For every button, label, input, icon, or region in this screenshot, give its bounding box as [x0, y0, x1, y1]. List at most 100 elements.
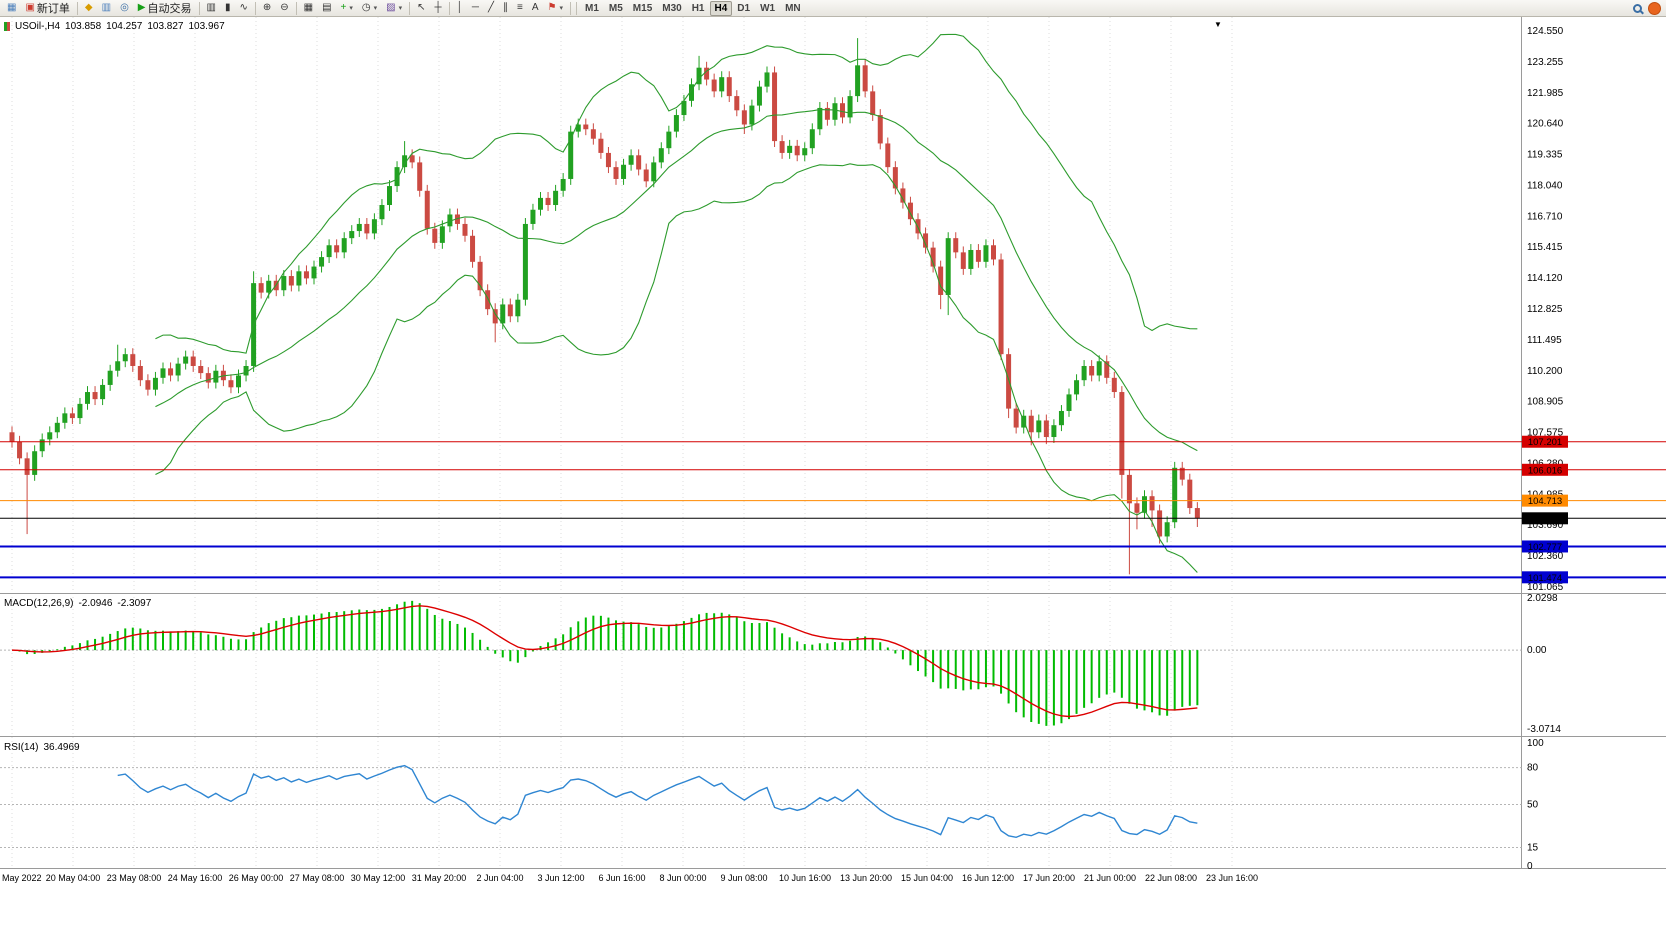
date-label: 30 May 12:00: [351, 873, 406, 883]
market-watch-icon: ◆: [84, 2, 93, 13]
chevron-down-icon: ▾: [559, 5, 563, 12]
timeframe-m30[interactable]: M30: [662, 2, 682, 14]
toolbar: ▦ ▣ 新订单 ◆ ▥ ◎ ▶ 自动交易 ▥ ▮ ∿ ⊕ ⊖ ▦ ▤ + ▾ ◷ ▾ ▨ ▾ ↖ ┼ │ ─ ╱ ∥ ≡ A ⚑ ▾ M1 M…: [0, 0, 1666, 17]
toolbar-separator: [295, 1, 297, 15]
toolbar-buttons: ▦ ▣ 新订单 ◆ ▥ ◎ ▶ 自动交易 ▥ ▮ ∿ ⊕ ⊖ ▦ ▤ + ▾ ◷ ▾ ▨ ▾ ↖ ┼ │ ─ ╱ ∥ ≡ A ⚑ ▾: [3, 1, 573, 16]
zoom-in-button[interactable]: ⊕: [259, 1, 275, 16]
date-label: 23 Jun 16:00: [1206, 873, 1258, 883]
price-badge-label: 104.713: [1528, 496, 1562, 507]
vertical-line-button[interactable]: │: [453, 1, 467, 16]
toolbar-separator: [254, 1, 256, 15]
timeframe-mn[interactable]: MN: [785, 2, 801, 14]
tile-windows-button[interactable]: ▦: [300, 1, 317, 16]
macd-label: MACD(12,26,9) -2.0946 -2.3097: [4, 598, 151, 609]
trendline-button[interactable]: ╱: [484, 1, 498, 16]
date-label: 6 Jun 16:00: [598, 873, 645, 883]
bar-chart-icon: ▥: [206, 2, 216, 13]
toolbar-separator: [448, 1, 450, 15]
bar-chart-button[interactable]: ▥: [203, 1, 220, 16]
date-label: 2 Jun 04:00: [476, 873, 523, 883]
price-badge: [1522, 494, 1568, 507]
open-value: 103.858: [65, 21, 102, 32]
search-icon[interactable]: [1633, 3, 1642, 13]
price-badge: [1522, 463, 1568, 476]
new-chart-button[interactable]: ▦: [3, 1, 20, 16]
line-chart-icon: ∿: [239, 2, 248, 13]
toolbar-separator: [569, 1, 571, 15]
price-axis-label: 111.495: [1527, 335, 1562, 346]
autotrade-button-label: 自动交易: [147, 3, 192, 15]
zoom-out-button[interactable]: ⊖: [276, 1, 292, 16]
price-axis-label: 115.415: [1527, 242, 1563, 253]
data-window-button[interactable]: ▥: [98, 1, 115, 16]
navigator-button[interactable]: ◎: [116, 1, 133, 16]
new-order-button[interactable]: ▣ 新订单: [21, 1, 73, 16]
timeframe-m1[interactable]: M1: [584, 2, 599, 14]
date-label: 20 May 04:00: [46, 873, 101, 883]
date-label: 13 Jun 20:00: [840, 873, 892, 883]
notification-badge[interactable]: [1648, 1, 1661, 15]
timeframe-h1[interactable]: H1: [691, 2, 705, 14]
price-badge: [1522, 540, 1568, 553]
cursor-button[interactable]: ↖: [413, 1, 429, 16]
fibonacci-button[interactable]: ≡: [513, 1, 527, 16]
date-label: 24 May 16:00: [168, 873, 223, 883]
date-label: 21 Jun 00:00: [1084, 873, 1136, 883]
macd-axis-label: 2.0298: [1527, 593, 1558, 604]
text-button[interactable]: A: [528, 1, 543, 16]
zoom-in-icon: ⊕: [262, 2, 272, 13]
candlestick-chart-button[interactable]: ▮: [221, 1, 235, 16]
price-axis-label: 121.985: [1527, 88, 1564, 99]
chart-area[interactable]: May 2022 20 May 04:00 23 May 08:00 24 May 1…: [0, 17, 1666, 939]
price-axis-label: 119.335: [1527, 150, 1563, 161]
channel-button[interactable]: ∥: [499, 1, 512, 16]
toolbar-right: [1633, 1, 1663, 15]
templates-button[interactable]: ▨ ▾: [382, 1, 406, 16]
crosshair-button[interactable]: ┼: [431, 1, 446, 16]
rsi-line: [117, 764, 1198, 839]
trendline-icon: ╱: [487, 2, 494, 13]
price-badge-label: 101.474: [1528, 573, 1562, 584]
rsi-value: 36.4969: [43, 742, 80, 753]
fibonacci-icon: ≡: [516, 2, 523, 13]
bollinger-upper: [155, 33, 1198, 354]
price-axis-label: 114.120: [1527, 273, 1563, 284]
timeframe-m15[interactable]: M15: [632, 2, 653, 14]
auto-arrange-button[interactable]: ▤: [318, 1, 335, 16]
date-label: 23 May 08:00: [107, 873, 162, 883]
macd-histogram: [18, 600, 1199, 726]
new-order-icon: ▣: [25, 2, 35, 13]
autotrade-icon: ▶: [137, 2, 146, 13]
autotrade-button[interactable]: ▶ 自动交易: [134, 1, 196, 16]
arrows-button[interactable]: ⚑ ▾: [544, 1, 567, 16]
line-chart-button[interactable]: ∿: [235, 1, 251, 16]
new-chart-icon: ▦: [7, 2, 17, 13]
rsi-axis-label: 80: [1527, 763, 1539, 774]
timeframe-d1[interactable]: D1: [737, 2, 751, 14]
candlestick-icon: [4, 22, 10, 31]
price-axis-label: 103.690: [1527, 520, 1564, 531]
toolbar-separator: [198, 1, 200, 15]
market-watch-button[interactable]: ◆: [81, 1, 97, 16]
price-axis-label: 123.255: [1527, 57, 1564, 68]
periods-button[interactable]: ◷ ▾: [358, 1, 381, 16]
price-badge-label: 107.201: [1528, 437, 1562, 448]
price-axis-label: 120.640: [1527, 119, 1564, 130]
candlestick-chart-icon: ▮: [224, 2, 231, 13]
macd-axis-label: 0.00: [1527, 645, 1547, 656]
timeframe-w1[interactable]: W1: [760, 2, 776, 14]
price-axis-label: 102.360: [1527, 551, 1564, 562]
tile-windows-icon: ▦: [303, 2, 314, 13]
date-label: 26 May 00:00: [229, 873, 284, 883]
timeframe-m5[interactable]: M5: [608, 2, 623, 14]
rsi-axis-label: 0: [1527, 861, 1533, 872]
candles[interactable]: [9, 38, 1200, 575]
price-axis-label: 112.825: [1527, 304, 1563, 315]
toolbar-separator: [409, 1, 411, 15]
price-axis-label: 101.065: [1527, 582, 1564, 593]
price-badge: [1522, 571, 1568, 584]
horizontal-line-button[interactable]: ─: [468, 1, 483, 16]
date-label: 3 Jun 12:00: [537, 873, 584, 883]
timeframe-h4[interactable]: H4: [709, 0, 733, 16]
indicators-button[interactable]: + ▾: [337, 1, 357, 16]
